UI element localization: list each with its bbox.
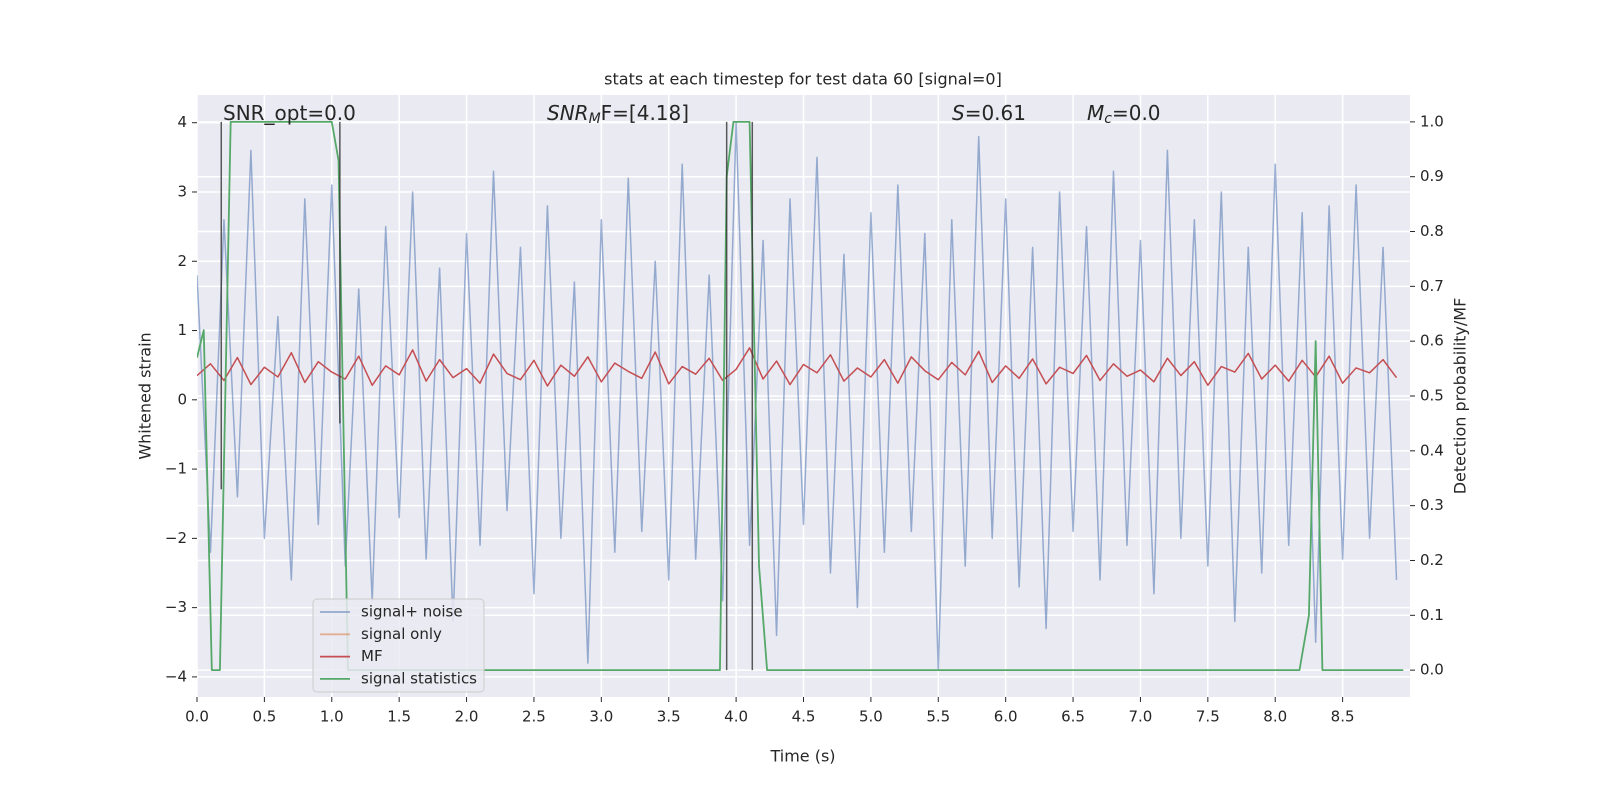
x-tick-label: 7.5 xyxy=(1196,708,1220,726)
x-tick-label: 2.5 xyxy=(522,708,546,726)
annotation-part: M xyxy=(589,111,601,127)
legend-label: signal+ noise xyxy=(361,603,463,621)
series-line xyxy=(197,121,1398,671)
annotation-part: M xyxy=(1087,101,1104,125)
y2-tick-label: 0.5 xyxy=(1420,387,1444,405)
annotation-part: SNR xyxy=(547,101,589,125)
y2-tick-label: 0.9 xyxy=(1420,167,1444,185)
legend-label: signal only xyxy=(361,625,442,643)
annotation-part: =0.61 xyxy=(965,101,1026,125)
x-tick-label: 2.0 xyxy=(455,708,479,726)
y2-tick-label: 0.7 xyxy=(1420,277,1444,295)
y-tick-label: 1 xyxy=(177,321,187,339)
series-line xyxy=(197,120,1404,672)
y-tick-label: 2 xyxy=(177,252,187,270)
y-tick-label: −3 xyxy=(165,598,187,616)
x-tick-label: 3.5 xyxy=(657,708,681,726)
annotation: SNRMF=[4.18] xyxy=(547,101,689,128)
y2-axis-label: Detection probability/MF xyxy=(1451,298,1470,495)
x-tick-label: 8.0 xyxy=(1263,708,1287,726)
y-tick-label: −2 xyxy=(165,529,187,547)
annotation-part: SNR_opt=0.0 xyxy=(223,101,356,125)
x-tick-label: 0.0 xyxy=(185,708,209,726)
x-axis-label: Time (s) xyxy=(769,747,835,766)
y2-tick-label: 0.2 xyxy=(1420,551,1444,569)
y2-tick-label: 0.0 xyxy=(1420,661,1444,679)
annotation-part: S xyxy=(952,101,965,125)
y-tick-label: 3 xyxy=(177,182,187,200)
x-tick-label: 4.5 xyxy=(792,708,816,726)
x-tick-label: 0.5 xyxy=(252,708,276,726)
y2-tick-label: 0.6 xyxy=(1420,332,1444,350)
y-axis-label: Whitened strain xyxy=(136,332,155,459)
x-tick-label: 6.5 xyxy=(1061,708,1085,726)
legend-label: signal statistics xyxy=(361,669,477,687)
y-tick-label: 4 xyxy=(177,113,187,131)
x-tick-label: 6.0 xyxy=(994,708,1018,726)
x-tick-label: 5.0 xyxy=(859,708,883,726)
y2-tick-label: 0.1 xyxy=(1420,606,1444,624)
annotation: Mc=0.0 xyxy=(1087,101,1161,128)
y2-tick-label: 0.4 xyxy=(1420,441,1444,459)
x-tick-label: 1.0 xyxy=(320,708,344,726)
series-line xyxy=(197,347,1398,387)
y2-tick-label: 1.0 xyxy=(1420,112,1444,130)
y-tick-label: 0 xyxy=(177,390,187,408)
annotation-part: c xyxy=(1104,111,1112,127)
chart-title: stats at each timestep for test data 60 … xyxy=(604,70,1002,89)
legend-box xyxy=(312,598,485,693)
y-tick-label: −4 xyxy=(165,667,187,685)
annotation-part: =0.0 xyxy=(1112,101,1161,125)
annotation: SNR_opt=0.0 xyxy=(223,101,356,125)
x-tick-label: 7.0 xyxy=(1129,708,1153,726)
legend-label: MF xyxy=(361,647,383,665)
x-tick-label: 4.0 xyxy=(724,708,748,726)
annotation-part: F=[4.18] xyxy=(601,101,689,125)
y2-tick-label: 0.3 xyxy=(1420,496,1444,514)
x-tick-label: 5.5 xyxy=(926,708,950,726)
y2-tick-label: 0.8 xyxy=(1420,222,1444,240)
plot-layer xyxy=(197,120,1404,672)
y-tick-label: −1 xyxy=(165,460,187,478)
x-tick-label: 3.0 xyxy=(589,708,613,726)
x-tick-label: 8.5 xyxy=(1331,708,1355,726)
x-tick-label: 1.5 xyxy=(387,708,411,726)
annotation: S=0.61 xyxy=(952,101,1026,125)
